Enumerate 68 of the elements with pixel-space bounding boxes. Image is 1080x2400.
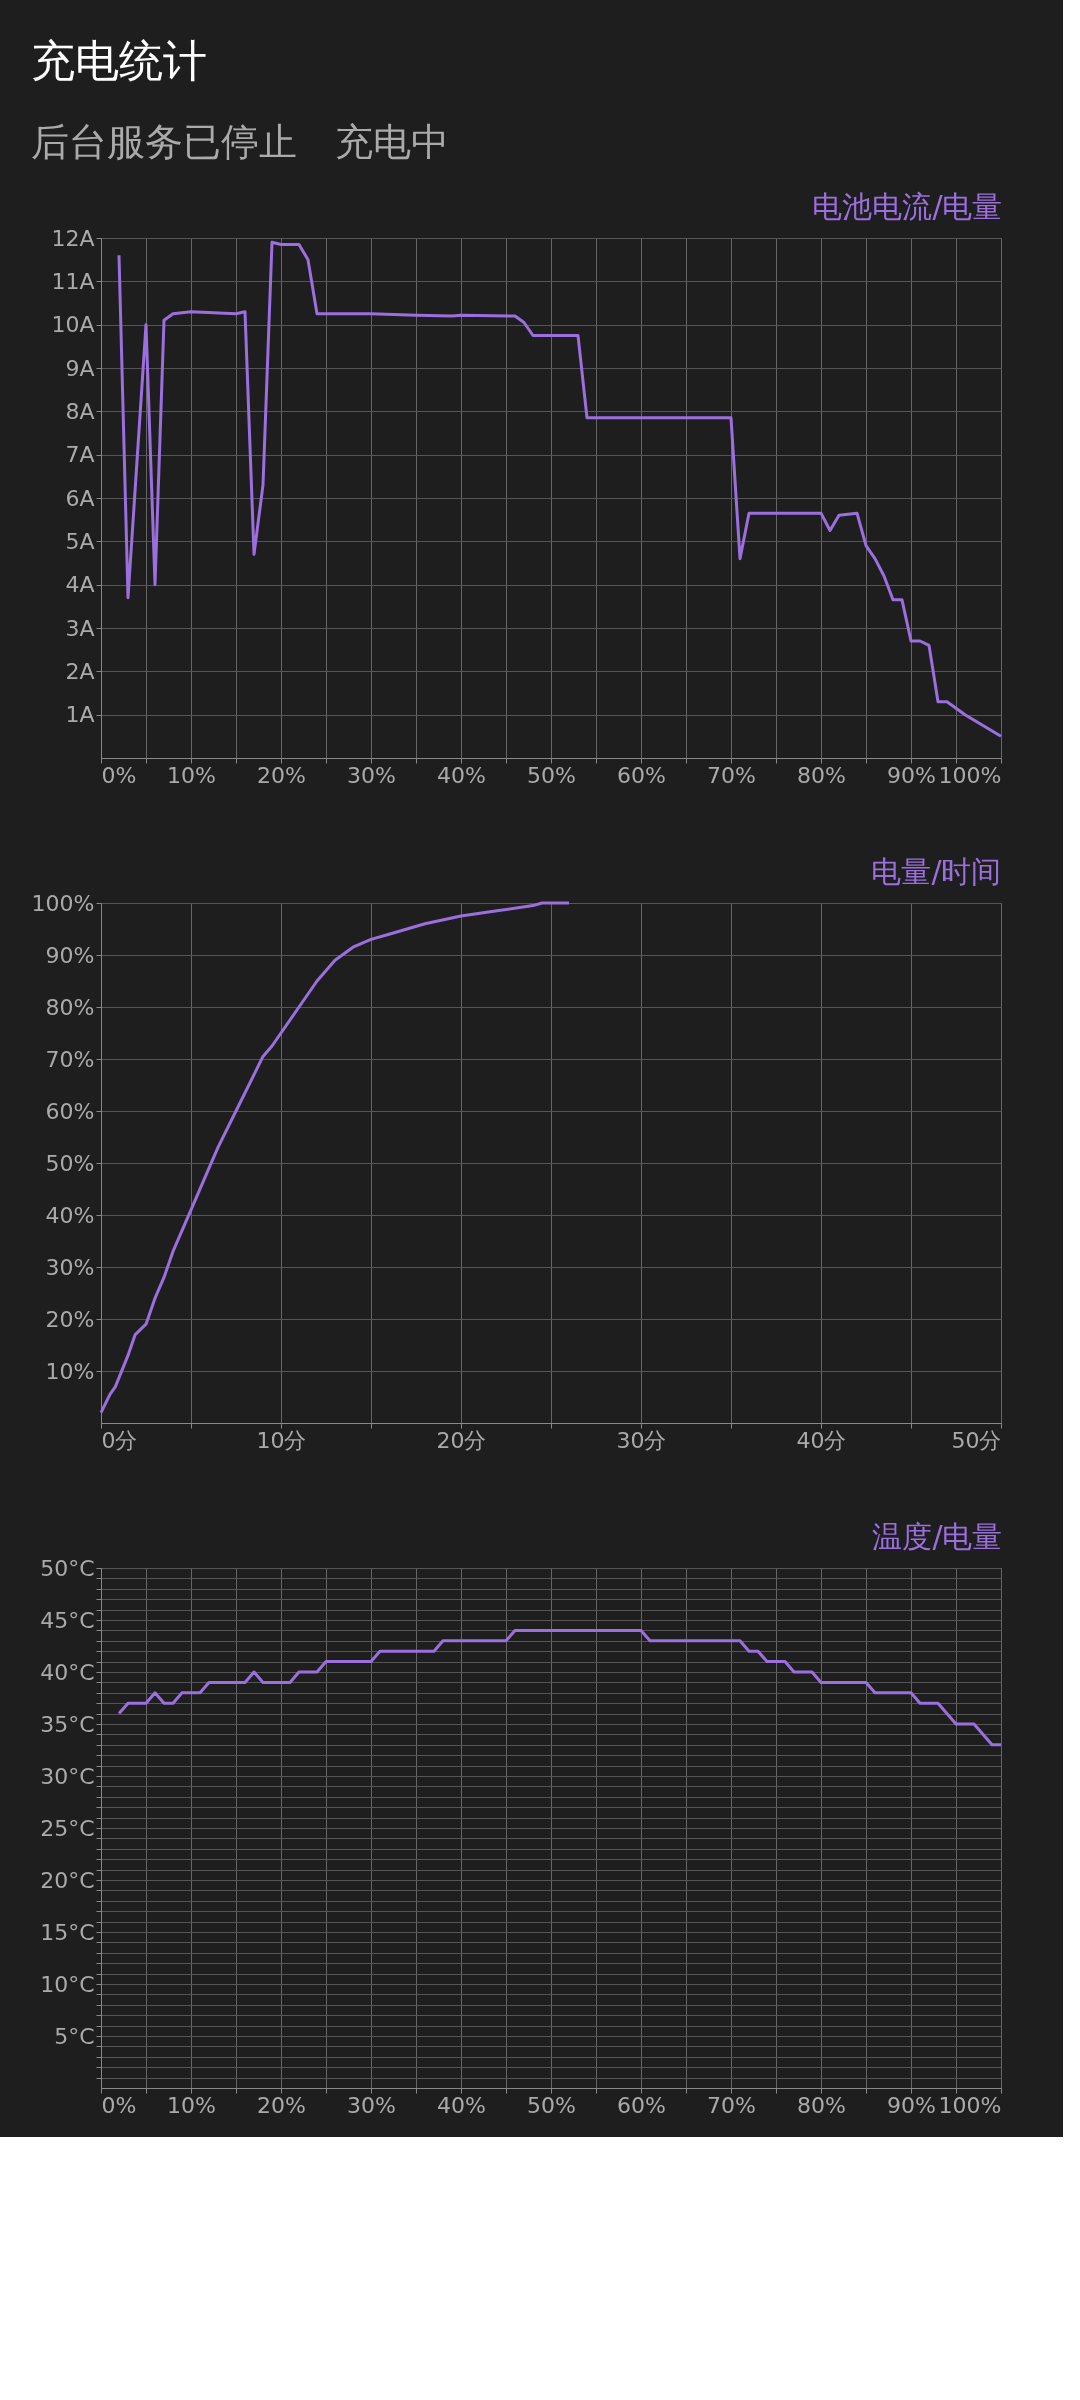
y-tick-label: 40% — [45, 1202, 95, 1228]
y-tick-label: 30% — [45, 1254, 95, 1280]
y-tick-label: 9A — [65, 355, 95, 381]
x-tick-label: 40% — [437, 762, 486, 788]
y-tick-label: 1A — [65, 702, 95, 728]
y-tick-label: 30°C — [40, 1763, 95, 1789]
line-series — [99, 901, 571, 1415]
x-tick-label: 30分 — [616, 1427, 667, 1453]
x-tick-label: 40% — [437, 2092, 486, 2118]
y-tick-label: 5°C — [54, 2023, 95, 2049]
y-tick-label: 25°C — [40, 1815, 95, 1841]
y-tick-label: 20°C — [40, 1867, 95, 1893]
x-tick-label: 70% — [707, 762, 756, 788]
x-tick-label: 60% — [617, 2092, 666, 2118]
y-tick-label: 5A — [65, 528, 95, 554]
x-tick-label: 50% — [527, 2092, 576, 2118]
y-tick-label: 12A — [51, 225, 95, 251]
x-tick-label: 20% — [257, 2092, 306, 2118]
x-tick-label: 40分 — [796, 1427, 847, 1453]
y-tick-label: 8A — [65, 398, 95, 424]
line-series — [117, 1628, 1003, 1747]
x-tick-label: 90% — [887, 762, 936, 788]
chart-title: 电池电流/电量 — [812, 189, 1003, 224]
y-tick-label: 7A — [65, 442, 95, 468]
y-tick-label: 40°C — [40, 1659, 95, 1685]
x-tick-label: 70% — [707, 2092, 756, 2118]
x-tick-label: 100% — [938, 762, 1002, 788]
x-tick-label: 20分 — [436, 1427, 487, 1453]
y-tick-label: 50% — [45, 1150, 95, 1176]
x-tick-label: 10% — [167, 762, 216, 788]
y-tick-label: 3A — [65, 615, 95, 641]
x-tick-label: 90% — [887, 2092, 936, 2118]
x-tick-label: 0% — [101, 2092, 137, 2118]
x-tick-label: 10分 — [256, 1427, 307, 1453]
y-tick-label: 10°C — [40, 1971, 95, 1997]
x-tick-label: 50分 — [951, 1427, 1002, 1453]
y-tick-label: 11A — [51, 268, 95, 294]
x-tick-label: 0% — [101, 762, 137, 788]
y-tick-label: 15°C — [40, 1919, 95, 1945]
x-tick-label: 80% — [797, 2092, 846, 2118]
x-tick-label: 20% — [257, 762, 306, 788]
line-series — [117, 240, 1003, 738]
y-tick-label: 70% — [45, 1046, 95, 1072]
y-tick-label: 2A — [65, 658, 95, 684]
x-tick-label: 60% — [617, 762, 666, 788]
y-tick-label: 10% — [45, 1358, 95, 1384]
x-tick-label: 80% — [797, 762, 846, 788]
x-tick-label: 100% — [938, 2092, 1002, 2118]
y-tick-label: 6A — [65, 485, 95, 511]
y-tick-label: 20% — [45, 1306, 95, 1332]
y-tick-label: 100% — [31, 890, 95, 916]
x-tick-label: 30% — [347, 762, 396, 788]
x-tick-label: 10% — [167, 2092, 216, 2118]
y-tick-label: 35°C — [40, 1711, 95, 1737]
chart-title: 温度/电量 — [872, 1519, 1003, 1554]
x-tick-label: 50% — [527, 762, 576, 788]
y-tick-label: 10A — [51, 312, 95, 338]
y-tick-label: 90% — [45, 942, 95, 968]
chart-title: 电量/时间 — [871, 854, 1002, 889]
y-tick-label: 80% — [45, 994, 95, 1020]
text: 充电统计 — [30, 34, 207, 86]
text: 后台服务已停止 充电中 — [30, 119, 449, 164]
x-tick-label: 30% — [347, 2092, 396, 2118]
y-tick-label: 4A — [65, 572, 95, 598]
y-tick-label: 50°C — [40, 1555, 95, 1581]
y-tick-label: 60% — [45, 1098, 95, 1124]
x-tick-label: 0分 — [101, 1427, 138, 1453]
y-tick-label: 45°C — [40, 1607, 95, 1633]
